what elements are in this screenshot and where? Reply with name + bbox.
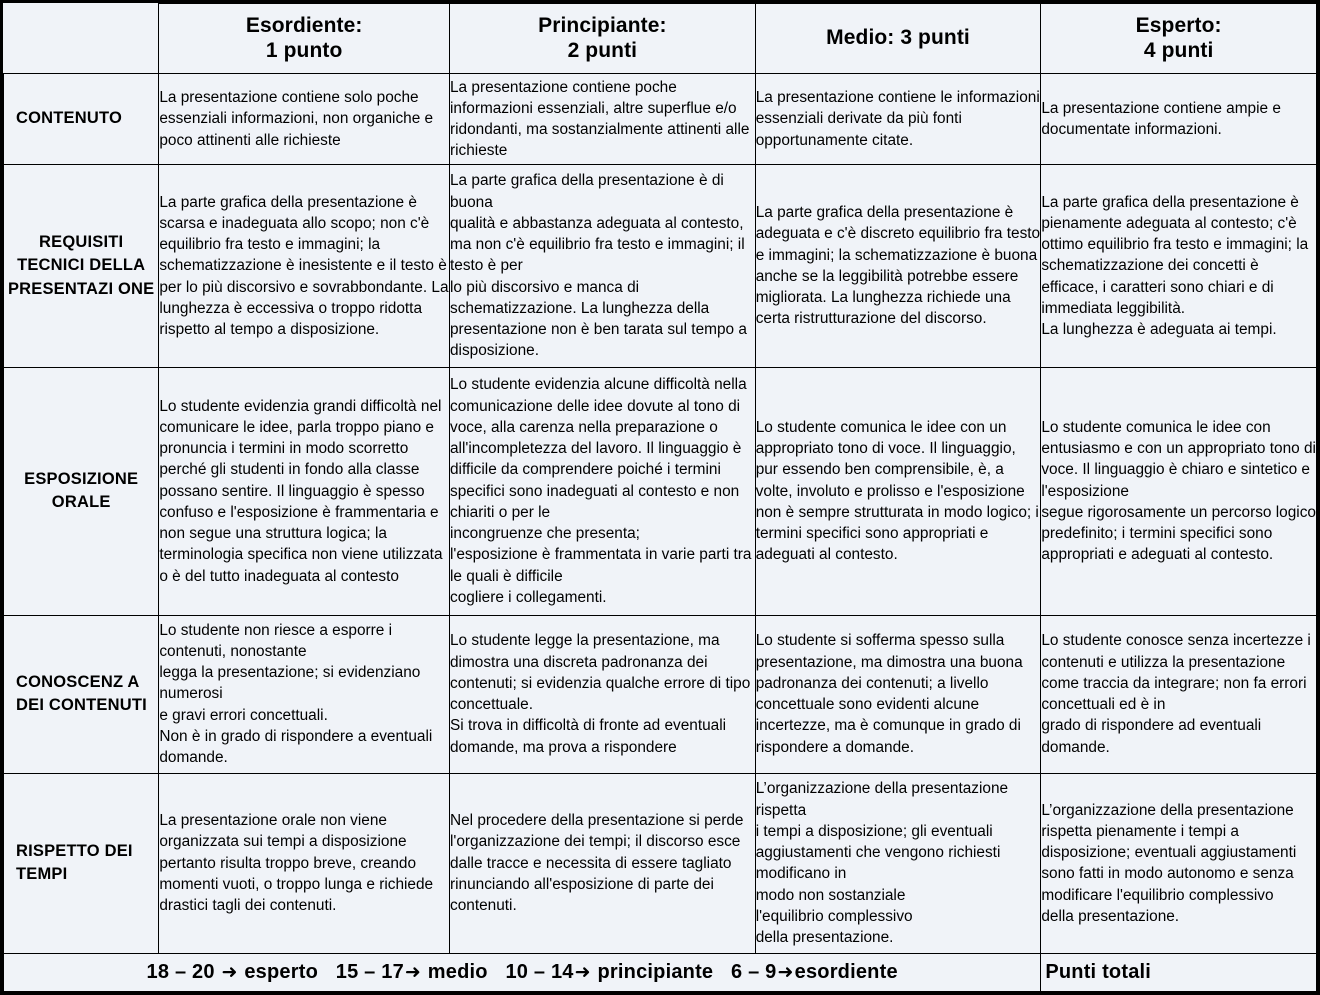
cell-tempi-principiante: Nel procedere della presentazione si per…	[449, 772, 756, 954]
score-legend: 18 – 20 ➜ esperto 15 – 17➜ medio 10 – 14…	[2, 952, 1042, 993]
table-row-requisiti-tecnici: REQUISITI TECNICI DELLA PRESENTAZI ONE L…	[2, 163, 1317, 368]
cell-esposizione-esordiente: Lo studente evidenzia grandi difficoltà …	[158, 366, 450, 616]
criterion-label-contenuto: CONTENUTO	[2, 73, 160, 165]
cell-text: Lo studente evidenzia grandi difficoltà …	[159, 397, 443, 585]
cell-text: La presentazione contiene ampie e docume…	[1041, 99, 1281, 139]
table-row-conoscenza-contenuti: CONOSCENZ A DEI CONTENUTI Lo studente no…	[2, 614, 1317, 774]
cell-requisiti-esordiente: La parte grafica della presentazione è s…	[158, 163, 450, 368]
arrow-right-icon: ➜	[574, 960, 591, 983]
arrow-right-icon: ➜	[404, 960, 422, 983]
cell-esposizione-esperto: Lo studente comunica le idee con entusia…	[1040, 366, 1317, 616]
legend-label-esperto: esperto	[244, 960, 318, 983]
level-header-principiante: Principiante: 2 punti	[449, 2, 756, 75]
cell-text: La presentazione contiene le informazion…	[755, 89, 1040, 149]
level-header-medio: Medio: 3 punti	[754, 2, 1042, 75]
cell-esposizione-medio: Lo studente comunica le idee con un appr…	[754, 366, 1042, 616]
cell-tempi-esordiente: La presentazione orale non viene organiz…	[158, 772, 450, 954]
cell-text: La parte grafica della presentazione è a…	[755, 204, 1041, 328]
level-header-esordiente-points: 1 punto	[265, 38, 343, 62]
cell-text: Lo studente conosce senza incertezze i c…	[1041, 632, 1311, 756]
cell-requisiti-medio: La parte grafica della presentazione è a…	[754, 163, 1042, 368]
cell-text: Lo studente legge la presentazione, ma d…	[450, 632, 751, 756]
arrow-right-icon: ➜	[777, 960, 794, 983]
legend-label-principiante: principiante	[597, 960, 714, 983]
cell-text: La parte grafica della presentazione è s…	[159, 193, 449, 339]
level-header-medio-title: Medio: 3 punti	[826, 26, 970, 50]
cell-contenuto-esordiente: La presentazione contiene solo poche ess…	[158, 73, 450, 165]
level-header-esordiente-title: Esordiente:	[245, 13, 363, 37]
table-row-rispetto-tempi: RISPETTO DEI TEMPI La presentazione oral…	[2, 772, 1317, 954]
legend-segment-medio: 15 – 17➜ medio	[336, 961, 488, 984]
cell-text: L’organizzazione della presentazione ris…	[1041, 801, 1297, 925]
cell-text: Lo studente comunica le idee con entusia…	[1041, 418, 1316, 564]
criterion-label-conoscenza-contenuti: CONOSCENZ A DEI CONTENUTI	[2, 614, 160, 774]
legend-range-principiante: 10 – 14	[505, 960, 574, 983]
criterion-label-requisiti-tecnici: REQUISITI TECNICI DELLA PRESENTAZI ONE	[2, 163, 160, 368]
cell-requisiti-esperto: La parte grafica della presentazione è p…	[1040, 163, 1317, 368]
legend-segment-esperto: 18 – 20 ➜ esperto	[147, 961, 318, 984]
legend-segment-principiante: 10 – 14➜ principiante	[505, 961, 713, 984]
cell-contenuto-principiante: La presentazione contiene poche informaz…	[449, 73, 756, 165]
level-header-esperto-points: 4 punti	[1143, 38, 1214, 62]
table-row-esposizione-orale: ESPOSIZIONE ORALE Lo studente evidenzia …	[2, 366, 1317, 616]
cell-requisiti-principiante: La parte grafica della presentazione è d…	[449, 163, 756, 368]
legend-label-esordiente: esordiente	[794, 960, 898, 983]
cell-text: Nel procedere della presentazione si per…	[450, 812, 744, 915]
cell-text: La presentazione orale non viene organiz…	[159, 812, 434, 915]
total-points-label: Punti totali	[1040, 952, 1317, 993]
cell-tempi-medio: L’organizzazione della presentazione ris…	[754, 772, 1042, 954]
table-footer-row: 18 – 20 ➜ esperto 15 – 17➜ medio 10 – 14…	[2, 952, 1317, 993]
table-row-contenuto: CONTENUTO La presentazione contiene solo…	[2, 73, 1317, 165]
level-header-esperto: Esperto: 4 punti	[1040, 2, 1317, 75]
cell-text: Lo studente comunica le idee con un appr…	[755, 418, 1039, 564]
cell-conoscenza-esordiente: Lo studente non riesce a esporre i conte…	[158, 614, 450, 774]
table-header-row: Esordiente: 1 punto Principiante: 2 punt…	[3, 2, 1317, 75]
legend-range-medio: 15 – 17	[335, 960, 404, 983]
level-header-esordiente: Esordiente: 1 punto	[158, 2, 450, 75]
criterion-label-rispetto-tempi: RISPETTO DEI TEMPI	[2, 772, 160, 954]
cell-conoscenza-esperto: Lo studente conosce senza incertezze i c…	[1040, 614, 1317, 774]
level-header-principiante-points: 2 punti	[567, 38, 638, 62]
cell-text: La presentazione contiene solo poche ess…	[159, 89, 434, 149]
cell-esposizione-principiante: Lo studente evidenzia alcune difficoltà …	[449, 366, 756, 616]
cell-text: La parte grafica della presentazione è p…	[1041, 193, 1309, 339]
legend-range-esperto: 18 – 20	[146, 960, 215, 983]
cell-conoscenza-medio: Lo studente si sofferma spesso sulla pre…	[754, 614, 1042, 774]
legend-segment-esordiente: 6 – 9➜esordiente	[731, 961, 898, 984]
level-header-esperto-title: Esperto:	[1135, 13, 1222, 37]
cell-text: Lo studente non riesce a esporre i conte…	[159, 621, 433, 767]
cell-text: La parte grafica della presentazione è d…	[450, 172, 747, 360]
header-corner-blank	[3, 3, 160, 75]
cell-text: Lo studente si sofferma spesso sulla pre…	[755, 632, 1023, 756]
criterion-label-esposizione-orale: ESPOSIZIONE ORALE	[2, 366, 160, 616]
cell-text: L’organizzazione della presentazione ris…	[755, 780, 1009, 946]
level-header-principiante-title: Principiante:	[538, 13, 667, 37]
cell-contenuto-medio: La presentazione contiene le informazion…	[754, 73, 1042, 165]
legend-range-esordiente: 6 – 9	[731, 960, 777, 983]
cell-text: La presentazione contiene poche informaz…	[450, 78, 750, 160]
arrow-right-icon: ➜	[221, 960, 238, 983]
cell-contenuto-esperto: La presentazione contiene ampie e docume…	[1040, 73, 1317, 165]
cell-tempi-esperto: L’organizzazione della presentazione ris…	[1040, 772, 1317, 954]
cell-text: Lo studente evidenzia alcune difficoltà …	[450, 376, 752, 606]
legend-label-medio: medio	[427, 960, 488, 983]
cell-conoscenza-principiante: Lo studente legge la presentazione, ma d…	[449, 614, 756, 774]
